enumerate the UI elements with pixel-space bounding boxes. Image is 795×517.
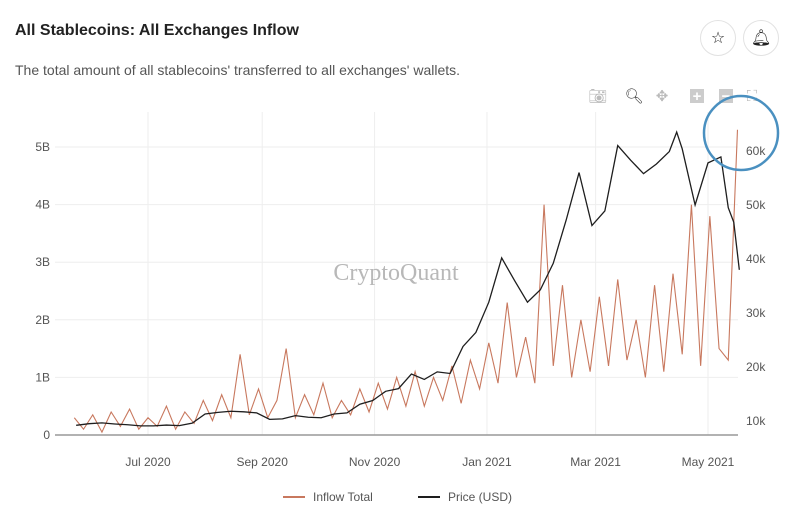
legend-item-price[interactable]: Price (USD) (418, 490, 512, 504)
y-left-tick-label: 3B (35, 255, 50, 269)
camera-icon[interactable]: 📷︎ (588, 88, 608, 105)
y-left-tick-label: 2B (35, 313, 50, 327)
x-tick-label: Jul 2020 (125, 455, 171, 469)
bell-button[interactable]: 🔔︎ (743, 20, 779, 56)
page-title: All Stablecoins: All Exchanges Inflow (15, 22, 299, 39)
zoom-out-icon[interactable]: − (717, 87, 735, 105)
x-tick-label: Sep 2020 (237, 455, 289, 469)
star-button[interactable]: ☆ (700, 20, 736, 56)
bell-icon: 🔔︎ (750, 30, 772, 47)
y-right-tick-label: 60k (746, 144, 766, 158)
series-inflow (73, 129, 739, 434)
legend-swatch-inflow (283, 496, 305, 498)
zoom-in-icon[interactable]: + (688, 87, 706, 105)
y-right-tick-label: 30k (746, 306, 766, 320)
zoom-icon[interactable]: 🔍︎ (624, 88, 644, 105)
y-right-tick-label: 10k (746, 414, 766, 428)
y-left-tick-label: 5B (35, 140, 50, 154)
autoscale-icon[interactable]: ⛶ (746, 87, 758, 105)
y-left-tick-label: 4B (35, 198, 50, 212)
y-right-tick-label: 40k (746, 252, 766, 266)
star-icon: ☆ (710, 30, 726, 47)
legend-label: Inflow Total (313, 490, 373, 504)
y-left-tick-label: 1B (35, 370, 50, 384)
page-subtitle: The total amount of all stablecoins' tra… (15, 62, 461, 78)
legend-item-inflow[interactable]: Inflow Total (283, 490, 373, 504)
pan-icon[interactable]: ✥ (655, 88, 669, 105)
legend-swatch-price (418, 496, 440, 498)
highlight-circle (702, 94, 780, 172)
legend-label: Price (USD) (448, 490, 513, 504)
series-price (76, 130, 740, 427)
y-right-tick-label: 20k (746, 360, 766, 374)
watermark: CryptoQuant (333, 260, 459, 286)
x-tick-label: Nov 2020 (349, 455, 401, 469)
x-tick-label: Jan 2021 (462, 455, 512, 469)
y-left-tick-label: 0 (43, 428, 50, 442)
x-tick-label: May 2021 (682, 455, 735, 469)
y-right-tick-label: 50k (746, 198, 766, 212)
x-tick-label: Mar 2021 (570, 455, 621, 469)
